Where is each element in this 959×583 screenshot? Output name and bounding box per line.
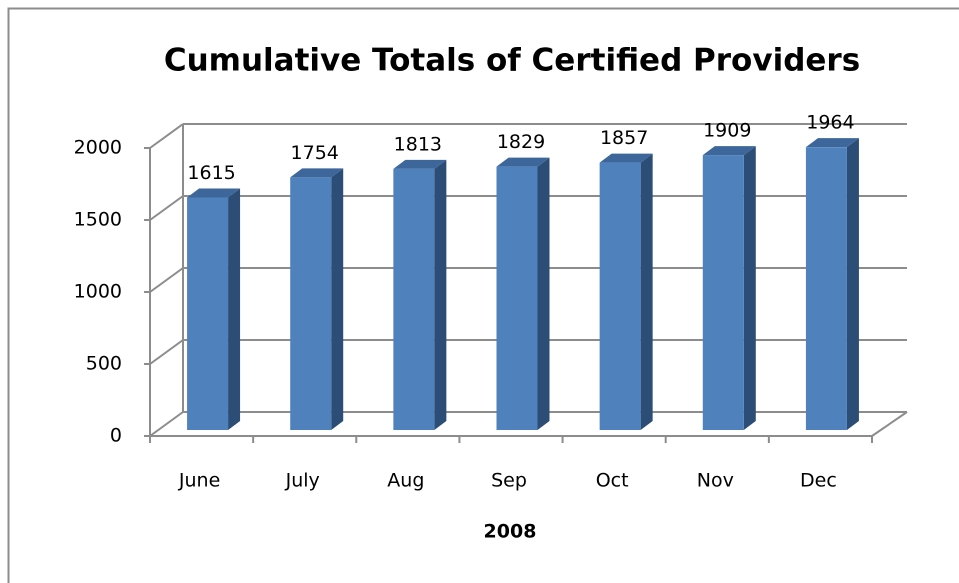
bar-front xyxy=(290,177,332,430)
bar xyxy=(496,157,550,430)
grid-line xyxy=(149,267,184,293)
x-tick-label: June xyxy=(178,470,220,492)
bar-front xyxy=(702,155,744,430)
bar-side xyxy=(846,138,859,430)
bar-top xyxy=(496,157,550,167)
y-tick-label: 500 xyxy=(86,353,122,375)
bar-top xyxy=(599,153,653,163)
bar-front xyxy=(496,166,538,430)
data-label: 1964 xyxy=(806,112,854,134)
y-tick-label: 1500 xyxy=(74,209,122,231)
grid-line xyxy=(149,339,184,365)
bar-side xyxy=(331,168,344,430)
x-tick-label: Aug xyxy=(387,470,424,492)
bar xyxy=(393,159,447,431)
data-label: 1909 xyxy=(703,120,751,142)
y-tick-label: 1000 xyxy=(74,281,122,303)
y-tick-label: 2000 xyxy=(74,137,122,159)
bar-side xyxy=(228,188,241,430)
bar-front xyxy=(599,162,641,431)
data-label: 1857 xyxy=(600,127,648,149)
grid-line xyxy=(149,123,184,149)
bar xyxy=(187,188,241,430)
data-label: 1813 xyxy=(394,133,442,155)
bar-top xyxy=(187,188,241,198)
x-axis-title: 2008 xyxy=(484,521,537,543)
x-tick-label: Dec xyxy=(800,470,837,492)
x-tick-label: July xyxy=(285,470,320,492)
data-label: 1615 xyxy=(187,162,235,184)
bar-top xyxy=(393,159,447,169)
y-tick-label: 0 xyxy=(110,425,122,447)
bar xyxy=(805,138,859,430)
data-label: 1829 xyxy=(497,131,545,153)
grid-line xyxy=(149,195,184,221)
chart-title: Cumulative Totals of Certified Providers xyxy=(164,43,860,79)
bar-side xyxy=(640,153,653,431)
chart-border xyxy=(7,7,959,583)
bar xyxy=(702,146,756,430)
bar-front xyxy=(187,197,229,430)
bar-side xyxy=(537,157,550,430)
data-label: 1754 xyxy=(291,142,339,164)
bar-top xyxy=(805,138,859,148)
bar-front xyxy=(805,147,847,430)
bar xyxy=(599,153,653,431)
x-tick-label: Sep xyxy=(491,470,527,492)
bar-side xyxy=(743,146,756,430)
bar-side xyxy=(434,159,447,431)
x-tick-label: Oct xyxy=(596,470,629,492)
grid-line xyxy=(149,411,184,437)
bar-top xyxy=(290,168,344,178)
floor-right-edge xyxy=(871,411,908,437)
x-tick-label: Nov xyxy=(697,470,734,492)
bar-top xyxy=(702,146,756,156)
bar xyxy=(290,168,344,430)
bar-front xyxy=(393,168,435,431)
